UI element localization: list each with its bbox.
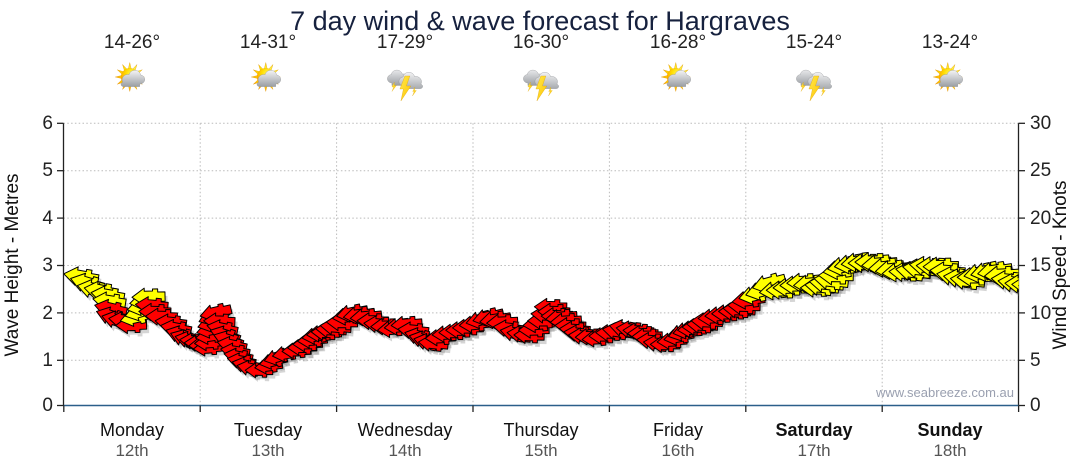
svg-text:5: 5 xyxy=(42,160,53,181)
svg-text:30: 30 xyxy=(1030,113,1051,134)
svg-text:15: 15 xyxy=(1030,255,1051,276)
svg-text:Wave Height - Metres: Wave Height - Metres xyxy=(2,173,23,356)
svg-text:1: 1 xyxy=(42,350,53,371)
svg-text:3: 3 xyxy=(42,255,53,276)
svg-text:Wind Speed - Knots: Wind Speed - Knots xyxy=(1050,181,1071,350)
svg-text:25: 25 xyxy=(1030,160,1051,181)
svg-text:www.seabreeze.com.au: www.seabreeze.com.au xyxy=(875,385,1014,400)
svg-text:20: 20 xyxy=(1030,208,1051,229)
svg-text:0: 0 xyxy=(42,395,53,416)
svg-text:10: 10 xyxy=(1030,303,1051,324)
svg-text:5: 5 xyxy=(1030,350,1041,371)
svg-text:4: 4 xyxy=(42,208,53,229)
svg-text:0: 0 xyxy=(1030,395,1041,416)
svg-text:6: 6 xyxy=(42,113,53,134)
svg-text:2: 2 xyxy=(42,303,53,324)
